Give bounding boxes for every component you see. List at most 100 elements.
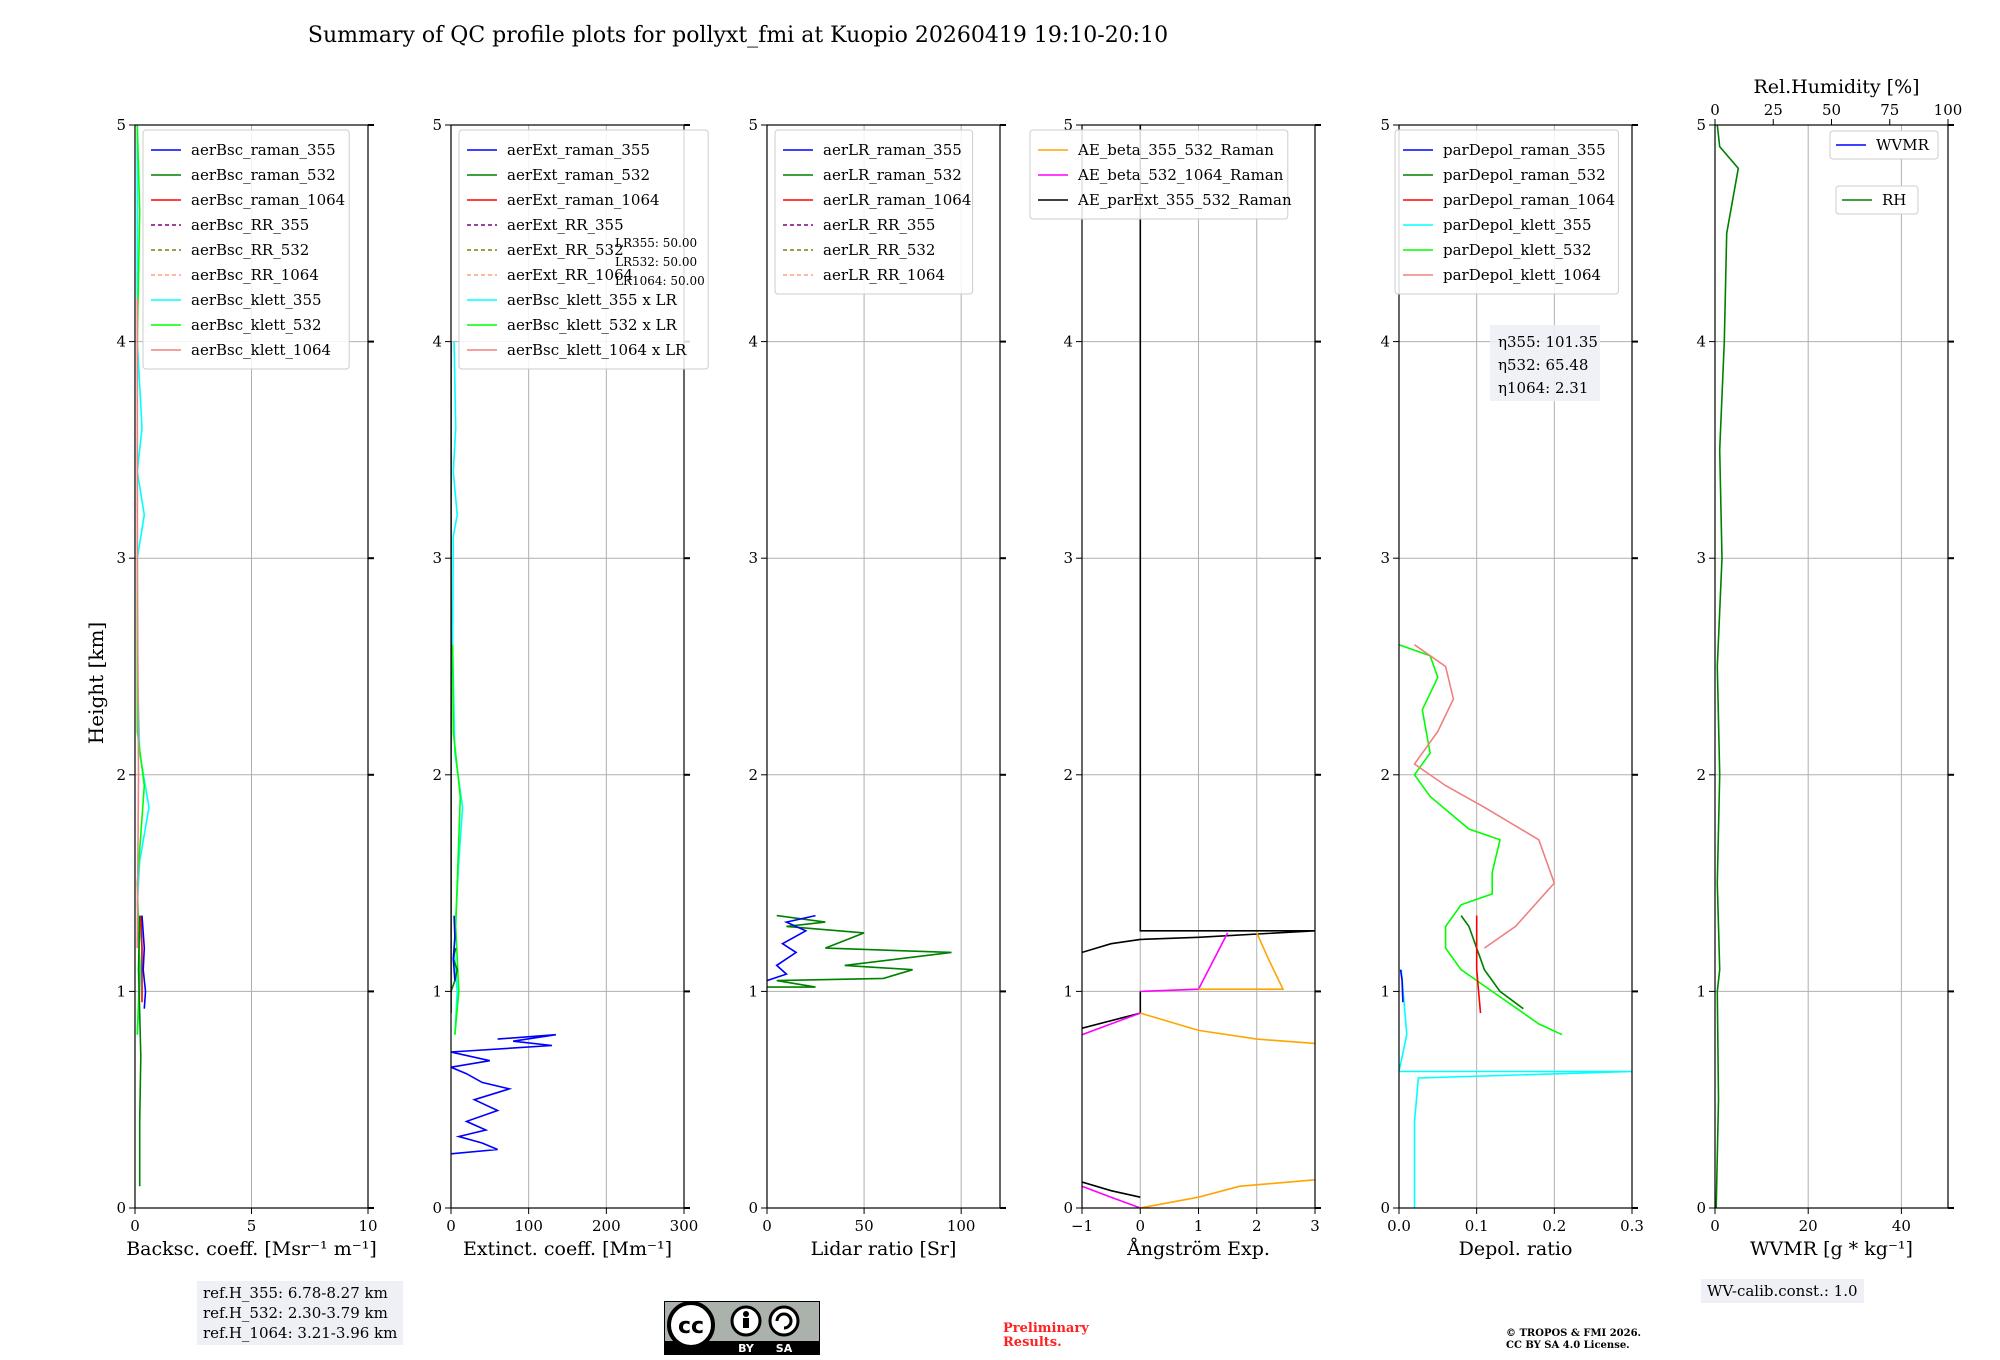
y-tick-label: 4 (748, 333, 758, 351)
cc-logo-text: cc (678, 1314, 704, 1339)
y-tick-label: 0 (748, 1199, 758, 1217)
legend-label: aerBsc_klett_532 x LR (507, 316, 678, 334)
eta-annotation: η355: 101.35 (1498, 333, 1598, 351)
series-AE_beta_355_532_Raman_b (1140, 1012, 1315, 1045)
legend-label: AE_parExt_355_532_Raman (1077, 191, 1292, 209)
wv-calibration-box: WV-calib.const.: 1.0 (1701, 1279, 1864, 1303)
series-parDepol_klett_532 (1399, 644, 1563, 1036)
axes-frame (1398, 124, 1633, 1209)
legend-label: aerBsc_raman_355 (191, 141, 336, 159)
legend-label: aerLR_raman_1064 (823, 191, 971, 209)
x-axis-label: Extinct. coeff. [Mm⁻¹] (463, 1238, 672, 1260)
legend-label: aerLR_raman_355 (823, 141, 962, 159)
x-axis-label: Depol. ratio (1459, 1238, 1573, 1260)
legend-label: aerBsc_klett_532 (191, 316, 322, 334)
legend-label: parDepol_raman_1064 (1443, 191, 1615, 209)
y-tick-label: 4 (116, 333, 126, 351)
reference-height-box: ref.H_355: 6.78-8.27 km ref.H_532: 2.30-… (197, 1281, 404, 1345)
top-x-tick-label: 25 (1764, 101, 1783, 119)
legend-label: WVMR (1876, 136, 1930, 154)
series-parDepol_klett_1064 (1413, 644, 1556, 949)
legend-label: aerBsc_raman_1064 (191, 191, 345, 209)
preliminary-results-note: Preliminary Results. (1003, 1322, 1089, 1350)
series-AE_parExt_355_532_Raman_top (1082, 125, 1315, 954)
x-tick-label: 1 (1194, 1217, 1204, 1235)
panel-ext: 0 1 2 3 4 5 0 100 200 300 Extinct. coeff. [Mm⁻¹] ae… (432, 116, 709, 1260)
legend-label: parDepol_klett_355 (1443, 216, 1592, 234)
y-tick-label: 0 (116, 1199, 126, 1217)
y-tick-label: 0 (1380, 1199, 1390, 1217)
legend-label: aerBsc_klett_355 x LR (507, 291, 678, 309)
legend-label: aerBsc_klett_1064 x LR (507, 341, 687, 359)
y-tick-label: 5 (432, 116, 442, 134)
preliminary-line-2: Results. (1003, 1335, 1062, 1350)
y-tick-label: 4 (432, 333, 442, 351)
top-x-tick-label: 100 (1934, 101, 1963, 119)
legend-label: aerExt_raman_355 (507, 141, 650, 159)
legend-label: AE_beta_355_532_Raman (1077, 141, 1274, 159)
legend-label: aerLR_RR_532 (823, 241, 935, 259)
series-AE_beta_532_1064_Raman_c (1082, 1185, 1141, 1208)
top-x-tick-label: 50 (1822, 101, 1841, 119)
legend-label: aerBsc_raman_532 (191, 166, 336, 184)
series-parDepol_raman_532 (1460, 915, 1524, 1010)
wv-calib-const: WV-calib.const.: 1.0 (1707, 1282, 1858, 1300)
lidar-ratio-annotation: LR532: 50.00 (615, 255, 697, 269)
y-tick-label: 1 (1063, 982, 1073, 1000)
legend-label: aerExt_RR_532 (507, 241, 624, 259)
x-axis-label: Ångström Exp. (1126, 1238, 1270, 1260)
axes-frame (450, 124, 685, 1209)
legend-box (1835, 185, 1919, 215)
badge-sa-label: SA (776, 1342, 793, 1355)
series-AE_beta_355_532_Raman_a (1198, 932, 1285, 991)
y-tick-label: 5 (1380, 116, 1390, 134)
y-tick-label: 5 (1063, 116, 1073, 134)
x-tick-label: 100 (514, 1217, 543, 1235)
sa-share-alike-icon (768, 1305, 800, 1337)
y-tick-label: 4 (1380, 333, 1390, 351)
series-parDepol_raman_1064 (1475, 915, 1482, 1014)
legend-box (1029, 129, 1289, 220)
legend-label: aerLR_RR_1064 (823, 266, 945, 284)
x-tick-label: 0 (446, 1217, 456, 1235)
y-tick-label: 4 (1063, 333, 1073, 351)
series-AE_beta_532_1064_Raman_b (1082, 1012, 1141, 1036)
x-tick-label: −1 (1071, 1217, 1093, 1235)
eta-annotation: η1064: 2.31 (1498, 379, 1588, 397)
y-tick-label: 2 (1063, 766, 1073, 784)
y-tick-label: 5 (116, 116, 126, 134)
y-tick-label: 2 (432, 766, 442, 784)
legend-label: parDepol_raman_355 (1443, 141, 1606, 159)
x-tick-label: 0 (1135, 1217, 1145, 1235)
legend-label: aerExt_raman_1064 (507, 191, 660, 209)
top-x-axis-label: Rel.Humidity [%] (1753, 76, 1919, 98)
y-tick-label: 2 (1380, 766, 1390, 784)
series-AE_beta_355_532_Raman_c (1140, 1179, 1315, 1208)
legend-box (458, 129, 709, 370)
legend-label: aerExt_RR_355 (507, 216, 624, 234)
series-parDepol_klett_355 (1399, 969, 1632, 1208)
legend-label: aerBsc_klett_1064 (191, 341, 331, 359)
y-axis-label: Height [km] (84, 622, 108, 744)
legend-label: aerLR_raman_532 (823, 166, 962, 184)
x-tick-label: 50 (855, 1217, 874, 1235)
legend-box (774, 129, 974, 295)
legend-label: aerLR_RR_355 (823, 216, 935, 234)
copyright-line-1: © TROPOS & FMI 2026. (1506, 1328, 1642, 1339)
x-axis-label: Backsc. coeff. [Msr⁻¹ m⁻¹] (126, 1238, 377, 1260)
legend-label: parDepol_raman_532 (1443, 166, 1606, 184)
top-x-tick-label: 0 (1710, 101, 1720, 119)
series-AE_parExt_355_532_Raman_low (1082, 1181, 1141, 1198)
series-AE_beta_532_1064_Raman_a (1140, 932, 1229, 993)
legend-label: parDepol_klett_532 (1443, 241, 1592, 259)
x-tick-label: 0.2 (1542, 1217, 1566, 1235)
series-aerBsc_raman_532 (137, 915, 142, 1187)
x-tick-label: 0.3 (1620, 1217, 1644, 1235)
lidar-ratio-annotation: LR355: 50.00 (615, 236, 697, 250)
x-tick-label: 3 (1310, 1217, 1320, 1235)
x-tick-label: 0 (762, 1217, 772, 1235)
legend-label: aerBsc_RR_532 (191, 241, 309, 259)
